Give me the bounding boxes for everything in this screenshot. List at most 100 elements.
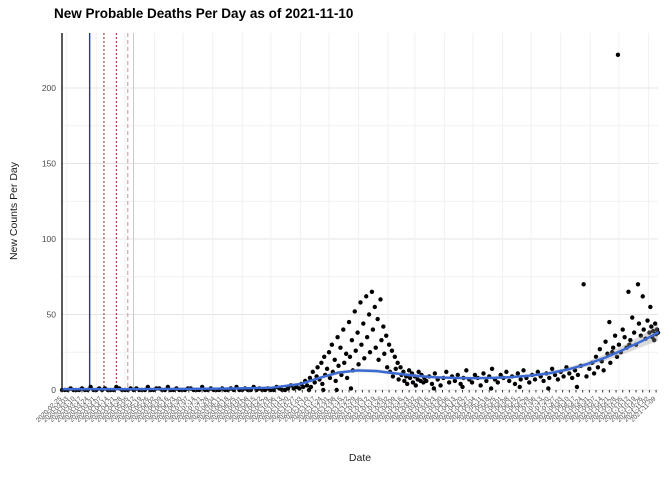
data-point	[390, 374, 396, 379]
data-point	[547, 375, 552, 381]
data-point	[616, 342, 622, 347]
data-point	[382, 351, 387, 356]
data-point	[339, 372, 344, 378]
data-point	[370, 327, 376, 332]
data-point	[532, 377, 538, 382]
data-point	[395, 360, 400, 366]
data-point	[518, 377, 523, 382]
data-point	[584, 374, 589, 379]
data-point	[498, 372, 503, 378]
data-point	[396, 377, 401, 382]
data-point	[348, 386, 354, 391]
data-point	[478, 383, 483, 388]
data-point	[406, 368, 412, 373]
data-point	[622, 334, 627, 340]
data-point	[614, 354, 620, 359]
data-point	[640, 294, 645, 299]
data-point	[587, 366, 592, 372]
data-point	[610, 345, 616, 350]
data-point	[591, 371, 597, 376]
data-point	[301, 384, 306, 390]
data-point	[593, 354, 599, 359]
data-point	[381, 324, 386, 329]
data-point	[398, 365, 403, 370]
data-point	[356, 362, 361, 367]
data-point	[638, 333, 644, 338]
data-point	[320, 381, 325, 387]
data-point	[334, 387, 339, 393]
data-point	[341, 327, 346, 332]
data-point	[552, 372, 558, 378]
data-point	[347, 354, 353, 359]
data-point	[521, 368, 526, 373]
data-point	[297, 386, 302, 391]
data-point	[515, 371, 521, 376]
data-point	[615, 52, 621, 57]
data-point	[373, 345, 378, 350]
y-tick-label: 50	[47, 310, 57, 320]
data-point	[379, 337, 384, 343]
data-point	[641, 327, 646, 332]
data-point	[338, 345, 343, 350]
data-point	[327, 375, 333, 381]
data-point	[335, 334, 340, 340]
data-point	[581, 282, 586, 287]
data-point	[375, 316, 380, 322]
data-point	[607, 319, 612, 325]
data-point	[626, 289, 631, 295]
data-point	[413, 383, 418, 388]
data-point	[481, 371, 486, 376]
data-point	[630, 315, 635, 320]
data-point	[321, 387, 326, 393]
data-point	[555, 377, 561, 382]
data-point	[572, 368, 578, 373]
data-point	[651, 337, 657, 343]
data-point	[432, 371, 438, 376]
data-point	[312, 380, 317, 385]
data-point	[405, 381, 410, 387]
data-point	[361, 321, 366, 326]
data-point	[620, 327, 625, 332]
data-point	[363, 294, 369, 299]
data-point	[469, 380, 475, 385]
data-point	[549, 366, 555, 372]
data-point	[504, 369, 509, 375]
data-point	[362, 356, 367, 361]
data-point	[464, 368, 469, 373]
data-point	[648, 304, 653, 310]
data-point	[645, 318, 650, 323]
data-point	[460, 384, 465, 390]
data-point	[601, 368, 606, 373]
y-tick-label: 0	[51, 385, 56, 395]
data-point	[402, 378, 407, 384]
confidence-ribbon	[62, 324, 658, 391]
data-point	[495, 380, 500, 385]
data-point	[372, 304, 377, 310]
data-point	[507, 378, 512, 384]
data-point	[378, 297, 383, 302]
data-point	[336, 363, 341, 369]
data-point	[652, 321, 658, 326]
data-point	[575, 372, 581, 378]
data-point	[631, 330, 637, 335]
data-point	[489, 366, 495, 372]
data-point	[366, 312, 372, 317]
data-point	[310, 369, 315, 375]
data-point	[329, 342, 335, 347]
data-point	[355, 330, 360, 335]
data-point	[271, 387, 276, 393]
data-point	[315, 365, 320, 370]
data-point	[342, 360, 347, 366]
data-point	[344, 375, 350, 381]
data-point	[304, 383, 310, 388]
data-point	[407, 375, 413, 381]
chart-title: New Probable Deaths Per Day as of 2021-1…	[54, 6, 354, 21]
data-point	[597, 347, 603, 352]
y-tick-label: 150	[42, 159, 56, 169]
data-point	[512, 381, 518, 387]
y-tick-label: 200	[42, 83, 56, 93]
data-point	[635, 282, 641, 287]
data-point	[333, 378, 338, 384]
